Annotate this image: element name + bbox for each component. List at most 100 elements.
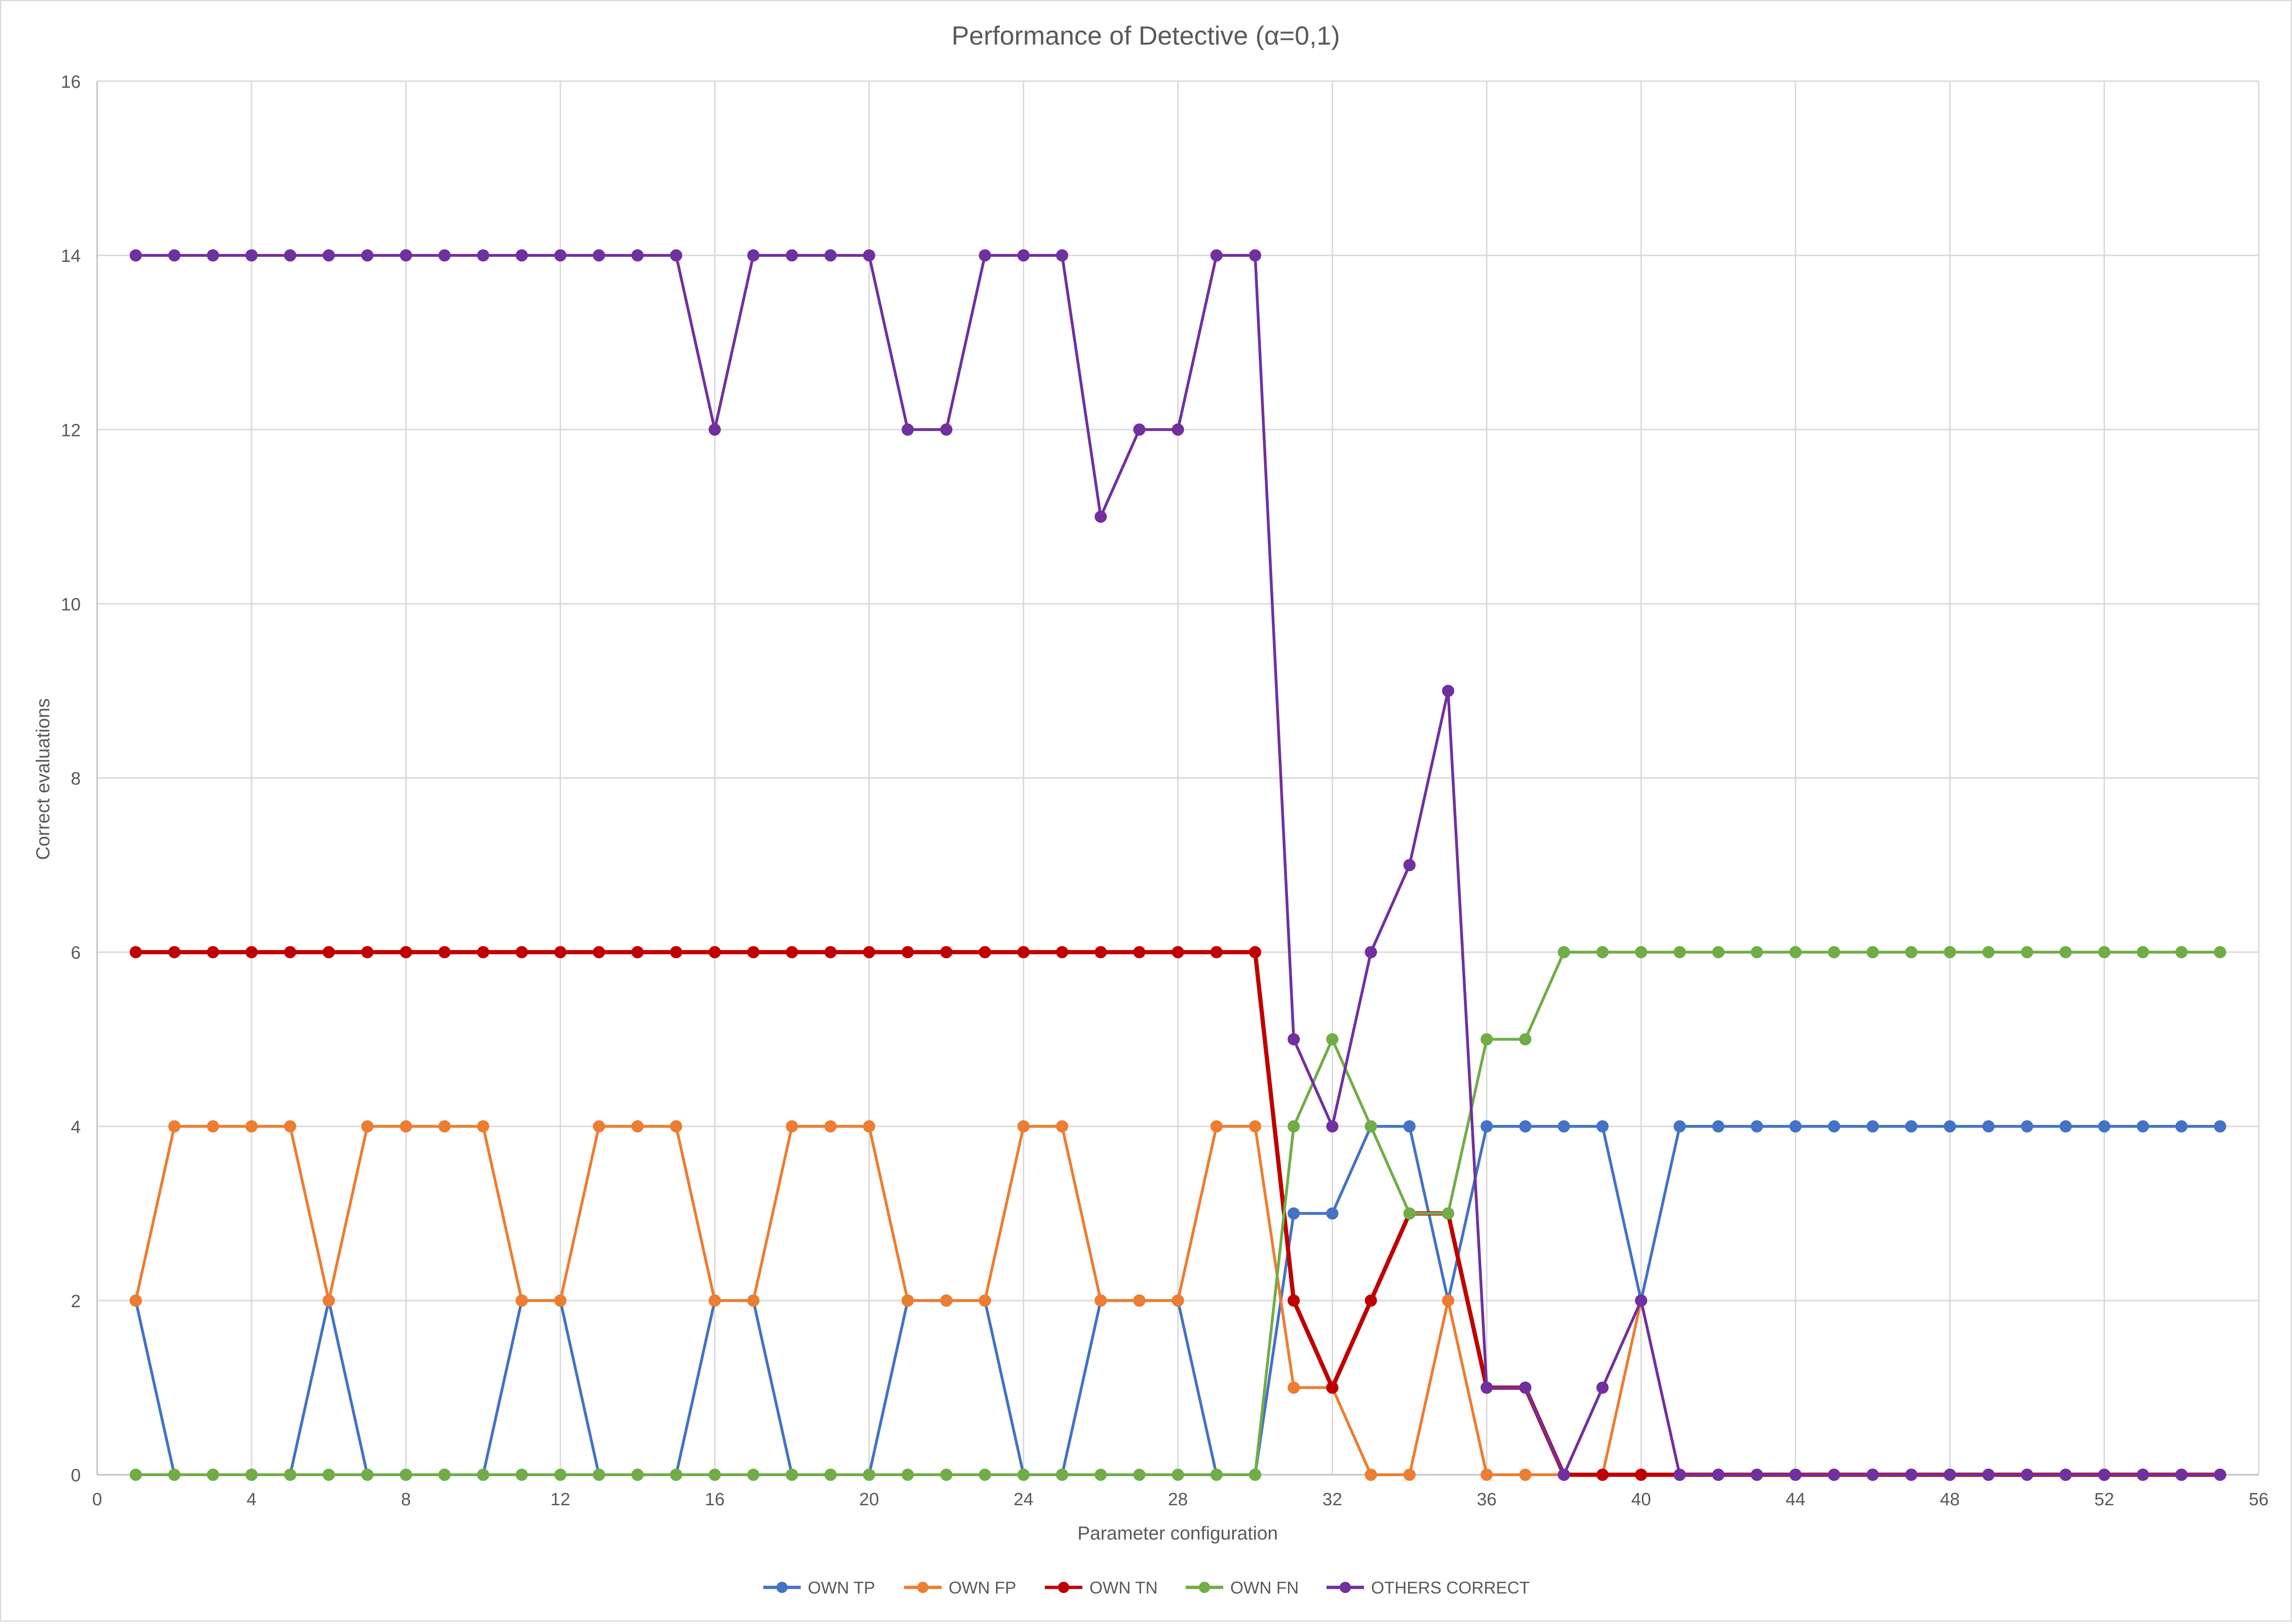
data-point — [1442, 684, 1455, 697]
data-point — [1557, 1469, 1570, 1481]
legend-marker — [917, 1582, 928, 1593]
data-point — [284, 1120, 297, 1133]
data-point — [1828, 1120, 1840, 1133]
y-tick-label: 16 — [61, 72, 81, 92]
data-point — [322, 1294, 335, 1307]
data-point — [1750, 1120, 1763, 1133]
data-point — [863, 1469, 875, 1481]
data-point — [1480, 1033, 1493, 1046]
data-point — [1866, 1120, 1879, 1133]
data-point — [1172, 1469, 1184, 1481]
data-point — [361, 249, 374, 262]
x-tick-label: 20 — [859, 1490, 879, 1509]
data-point — [1596, 1120, 1609, 1133]
data-point — [1017, 249, 1030, 262]
data-point — [245, 1469, 258, 1481]
y-tick-label: 6 — [71, 943, 81, 963]
data-point — [1326, 1381, 1339, 1394]
data-point — [2059, 1120, 2072, 1133]
data-point — [477, 1469, 490, 1481]
legend-item: OWN FP — [904, 1578, 1016, 1597]
legend: OWN TP OWN FP OWN TN OWN FN OTHERS CORRECT — [763, 1578, 1530, 1597]
legend-item: OWN TN — [1045, 1578, 1157, 1597]
data-point — [1557, 946, 1570, 958]
data-point — [130, 1294, 142, 1307]
data-point — [1249, 946, 1261, 958]
data-point — [1172, 1294, 1184, 1307]
data-point — [554, 946, 567, 958]
data-point — [1712, 946, 1725, 958]
data-point — [2175, 1469, 2188, 1481]
data-point — [1750, 1469, 1763, 1481]
data-point — [2059, 946, 2072, 958]
data-point — [1442, 1294, 1455, 1307]
data-point — [979, 1294, 991, 1307]
data-point — [708, 423, 721, 436]
legend-label: OWN TN — [1089, 1578, 1157, 1597]
data-point — [824, 1120, 837, 1133]
x-tick-label: 36 — [1477, 1490, 1496, 1509]
data-point — [1596, 1469, 1609, 1481]
data-point — [1519, 1469, 1532, 1481]
data-point — [1789, 1120, 1802, 1133]
data-point — [786, 1469, 798, 1481]
data-point — [284, 946, 297, 958]
data-point — [979, 946, 991, 958]
data-point — [1982, 1120, 1995, 1133]
data-point — [2175, 1120, 2188, 1133]
data-point — [399, 249, 412, 262]
data-point — [1249, 249, 1261, 262]
data-point — [901, 1294, 914, 1307]
x-axis-title: Parameter configuration — [1078, 1523, 1278, 1544]
data-point — [399, 946, 412, 958]
data-point — [130, 249, 142, 262]
x-tick-label: 40 — [1631, 1490, 1651, 1509]
data-point — [207, 1120, 219, 1133]
data-point — [1905, 946, 1917, 958]
data-point — [940, 946, 953, 958]
data-point — [1442, 1207, 1455, 1220]
legend-label: OWN FP — [949, 1578, 1016, 1597]
data-point — [2137, 946, 2149, 958]
data-point — [554, 1469, 567, 1481]
x-tick-label: 16 — [705, 1490, 725, 1509]
data-point — [1789, 1469, 1802, 1481]
legend-marker — [1199, 1582, 1210, 1593]
data-point — [593, 249, 606, 262]
data-point — [1095, 946, 1107, 958]
data-point — [863, 1120, 875, 1133]
data-point — [979, 249, 991, 262]
x-tick-label: 32 — [1322, 1490, 1342, 1509]
data-point — [477, 946, 490, 958]
data-point — [631, 249, 644, 262]
data-point — [940, 1294, 953, 1307]
data-point — [245, 249, 258, 262]
data-point — [670, 946, 682, 958]
data-point — [940, 423, 953, 436]
data-point — [207, 249, 219, 262]
data-point — [130, 946, 142, 958]
data-point — [1017, 1469, 1030, 1481]
data-point — [708, 1469, 721, 1481]
data-point — [1403, 1120, 1416, 1133]
y-tick-label: 12 — [61, 421, 81, 440]
data-point — [168, 249, 181, 262]
series-others-correct — [130, 249, 2226, 1481]
data-point — [1712, 1469, 1725, 1481]
y-tick-label: 14 — [61, 246, 81, 266]
data-point — [1326, 1207, 1339, 1220]
data-point — [1596, 1381, 1609, 1394]
data-point — [322, 946, 335, 958]
data-point — [670, 1120, 682, 1133]
data-point — [245, 1120, 258, 1133]
data-point — [1056, 1469, 1068, 1481]
data-point — [1056, 946, 1068, 958]
data-point — [1364, 1294, 1377, 1307]
data-point — [1519, 1120, 1532, 1133]
legend-item: OWN FN — [1186, 1578, 1299, 1597]
data-point — [399, 1469, 412, 1481]
y-tick-label: 4 — [71, 1118, 81, 1137]
data-point — [824, 946, 837, 958]
